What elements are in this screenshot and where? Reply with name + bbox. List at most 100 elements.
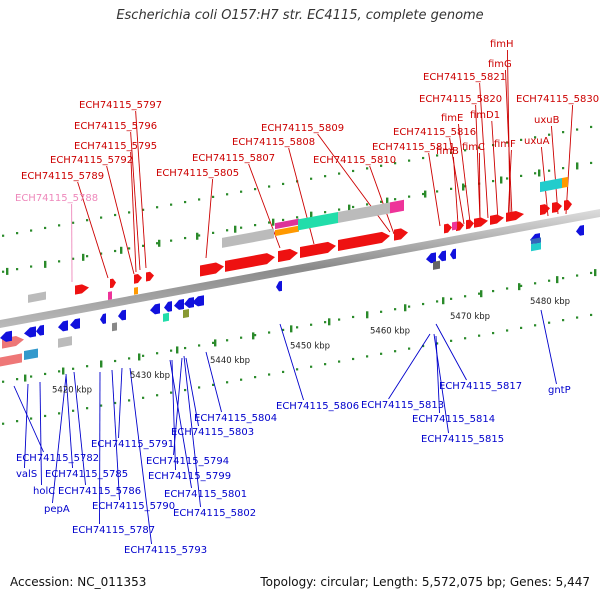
- guide-dot: [394, 162, 397, 165]
- guide-dot: [58, 370, 61, 373]
- guide-dot: [2, 380, 5, 383]
- reverse-gene-label: ECH74115_5814: [412, 414, 495, 425]
- guide-dot: [520, 174, 523, 177]
- tick-mark: [556, 276, 559, 284]
- guide-dot: [562, 319, 565, 322]
- guide-dot: [170, 349, 173, 352]
- guide-dot: [380, 310, 383, 313]
- guide-dot: [562, 277, 565, 280]
- guide-dot: [128, 399, 131, 402]
- guide-dot: [436, 190, 439, 193]
- guide-dot: [478, 292, 481, 295]
- forward-cds-arrow: [146, 271, 154, 282]
- guide-dot: [156, 206, 159, 209]
- tick-mark: [6, 267, 9, 275]
- scale-label: 5440 kbp: [210, 356, 250, 366]
- reverse-cds-arrow: [58, 320, 68, 332]
- guide-dot: [254, 224, 257, 227]
- guide-dot: [408, 195, 411, 198]
- tick-mark: [310, 211, 313, 219]
- reverse-label-leader: [205, 351, 222, 413]
- guide-dot: [394, 198, 397, 201]
- forward-gene-label: ECH74115_5809: [261, 123, 344, 134]
- guide-dot: [506, 287, 509, 290]
- guide-dot: [576, 128, 579, 131]
- guide-dot: [590, 271, 593, 275]
- forward-gene-label: ECH74115_5795: [74, 141, 157, 152]
- guide-dot: [240, 226, 243, 229]
- guide-dot: [2, 422, 5, 425]
- guide-dot: [436, 154, 439, 157]
- forward-cds-arrow: [456, 221, 464, 232]
- forward-label-leader: [130, 151, 137, 273]
- forward-gene-label: ECH74115_5796: [74, 121, 157, 132]
- guide-dot: [30, 265, 33, 268]
- guide-dot: [86, 407, 89, 410]
- guide-dot: [282, 182, 285, 186]
- reverse-gene-label: ECH74115_5804: [194, 413, 277, 424]
- reverse-cds-arrow: [150, 303, 160, 315]
- rna-feature: [531, 237, 541, 245]
- reverse-label-leader: [183, 355, 201, 508]
- forward-label-leader: [452, 156, 459, 225]
- forward-gene-label: fimD1: [470, 110, 500, 121]
- reverse-gene-label: ECH74115_5785: [45, 469, 128, 480]
- forward-gene-label: ECH74115_5797: [79, 100, 162, 111]
- tick-mark: [290, 325, 293, 333]
- guide-dot: [170, 239, 173, 242]
- forward-cds-arrow: [564, 199, 572, 211]
- reverse-gene-label: ECH74115_5803: [171, 427, 254, 438]
- guide-dot: [268, 331, 271, 334]
- reverse-gene-label: ECH74115_5815: [421, 434, 504, 445]
- guide-dot: [548, 133, 551, 136]
- reverse-label-leader: [65, 373, 73, 469]
- guide-dot: [212, 383, 215, 386]
- guide-dot: [170, 203, 173, 206]
- guide-dot: [240, 336, 243, 339]
- guide-dot: [324, 175, 327, 178]
- guide-dot: [422, 302, 425, 306]
- guide-dot: [86, 255, 89, 258]
- forward-label-leader: [77, 181, 109, 279]
- guide-dot: [156, 394, 159, 397]
- guide-dot: [268, 221, 271, 224]
- rna-feature: [112, 322, 117, 332]
- tick-mark: [442, 297, 445, 305]
- guide-dot: [212, 195, 215, 198]
- guide-dot: [58, 260, 61, 263]
- scale-label: 5460 kbp: [370, 327, 410, 337]
- forward-cds-arrow: [466, 219, 474, 230]
- forward-gene-label: ECH74115_5788: [15, 193, 98, 204]
- guide-dot: [464, 149, 467, 152]
- guide-dot: [422, 156, 425, 160]
- reverse-cds-arrow: [576, 224, 584, 236]
- forward-cds-arrow: [552, 201, 562, 213]
- guide-dot: [44, 372, 47, 376]
- guide-dot: [114, 359, 117, 363]
- guide-dot: [548, 321, 551, 324]
- forward-gene-label: fimB: [436, 146, 459, 157]
- forward-gene-label: ECH74115_5792: [50, 155, 133, 166]
- forward-gene-label: ECH74115_5807: [192, 153, 275, 164]
- label-leader-lines: [13, 49, 574, 545]
- guide-dot: [156, 352, 159, 355]
- guide-dot: [394, 350, 397, 353]
- guide-dot: [506, 177, 509, 180]
- guide-dot: [352, 169, 355, 173]
- reverse-cds-arrow: [184, 297, 194, 309]
- guide-dot: [450, 187, 453, 190]
- reverse-gene-label: pepA: [44, 504, 70, 515]
- guide-dot: [366, 355, 369, 358]
- guide-dot: [58, 412, 61, 415]
- guide-dot: [198, 234, 201, 237]
- tick-mark: [424, 190, 427, 198]
- forward-cds-arrow: [200, 262, 224, 277]
- tick-mark: [328, 318, 331, 326]
- guide-dot: [492, 331, 495, 335]
- guide-dot: [352, 315, 355, 319]
- guide-dot: [310, 177, 313, 180]
- guide-dot: [128, 247, 131, 250]
- scale-label: 5450 kbp: [290, 341, 330, 351]
- forward-label-leader: [449, 137, 465, 225]
